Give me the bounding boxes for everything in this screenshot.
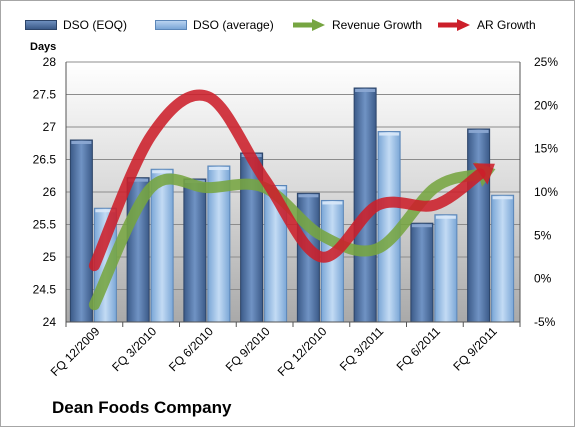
legend-swatch-dso-eoq	[25, 20, 57, 30]
line-ar-growth	[88, 89, 486, 272]
y-left-tick-label: 26.5	[33, 153, 57, 167]
y-right-tick-label: -5%	[534, 315, 556, 329]
y-left-tick-label: 27.5	[33, 88, 57, 102]
x-tick-label: FQ 9/2011	[450, 324, 500, 374]
y-left-tick-label: 27	[43, 120, 57, 134]
legend-label-dso-average: DSO (average)	[193, 18, 274, 32]
legend-item-dso-eoq: DSO (EOQ)	[25, 14, 127, 36]
x-tick-label: FQ 12/2010	[275, 324, 330, 379]
y-left-tick-label: 26	[43, 185, 57, 199]
y-left-axis-title: Days	[30, 41, 57, 53]
bar-highlight-dso-average	[435, 215, 456, 219]
arrowhead-ar-growth	[472, 163, 495, 185]
legend-label-ar-growth: AR Growth	[477, 18, 536, 32]
bar-highlight-dso-eoq	[71, 141, 92, 144]
x-tick-label: FQ 3/2010	[109, 324, 159, 374]
bar-highlight-dso-eoq	[468, 129, 489, 133]
y-left-tick-label: 24.5	[33, 283, 57, 297]
legend-swatch-dso-average	[155, 20, 187, 30]
bar-highlight-dso-average	[492, 196, 513, 200]
x-tick-label: FQ 6/2010	[166, 324, 216, 374]
bar-dso-eoq	[467, 128, 491, 323]
y-left-tick-label: 25	[43, 250, 57, 264]
legend-swatch-ar-growth	[438, 19, 470, 31]
bar-dso-eoq	[410, 222, 434, 323]
legend-item-ar-growth: AR Growth	[437, 14, 536, 36]
legend-item-revenue-growth: Revenue Growth	[292, 14, 422, 36]
bar-highlight-dso-eoq	[128, 178, 149, 182]
bar-highlight-dso-average	[152, 170, 173, 174]
legend-label-dso-eoq: DSO (EOQ)	[63, 18, 128, 32]
y-left-tick-label: 24	[43, 315, 57, 329]
legend-item-dso-average: DSO (average)	[155, 14, 274, 36]
bar-dso-eoq	[69, 139, 93, 323]
bar-highlight-dso-eoq	[298, 194, 319, 198]
x-tick-label: FQ 12/2009	[48, 324, 103, 379]
bar-dso-average	[491, 194, 515, 323]
bar-highlight-dso-eoq	[411, 224, 432, 228]
x-tick-label: FQ 6/2011	[394, 324, 444, 374]
bar-highlight-dso-average	[95, 209, 116, 213]
y-right-tick-label: 10%	[534, 185, 558, 199]
y-left-tick-label: 28	[43, 55, 57, 69]
bar-dso-eoq	[183, 178, 207, 323]
bar-highlight-dso-average	[208, 167, 229, 170]
x-tick-label: FQ 9/2010	[223, 324, 273, 374]
bar-highlight-dso-eoq	[355, 89, 376, 92]
y-right-tick-label: 25%	[534, 55, 558, 69]
y-right-tick-label: 15%	[534, 142, 558, 156]
chart-title: Dean Foods Company	[52, 398, 232, 417]
bar-dso-average	[434, 214, 458, 323]
bar-highlight-dso-average	[379, 132, 400, 136]
legend-label-revenue-growth: Revenue Growth	[332, 18, 423, 32]
bar-highlight-dso-average	[322, 201, 343, 205]
y-right-tick-label: 5%	[534, 228, 552, 242]
y-right-tick-label: 20%	[534, 98, 558, 112]
x-tick-label: FQ 3/2011	[337, 324, 387, 374]
legend: DSO (EOQ) DSO (average) Revenue Growth A…	[0, 14, 575, 36]
y-left-tick-label: 25.5	[33, 218, 57, 232]
y-right-tick-label: 0%	[534, 272, 552, 286]
legend-swatch-revenue-growth	[293, 19, 325, 31]
